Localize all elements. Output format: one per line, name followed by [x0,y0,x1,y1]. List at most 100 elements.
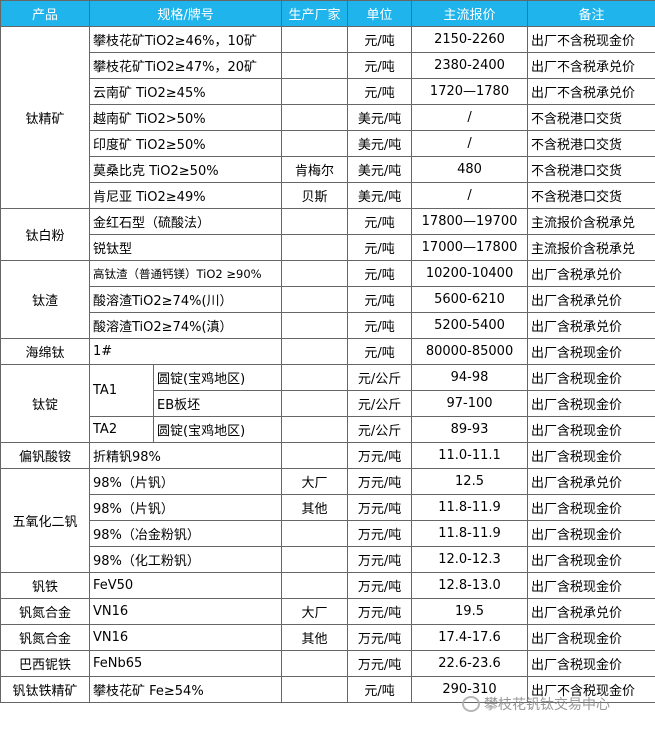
unit-cell: 元/吨 [347,312,413,339]
table-row: 巴西铌铁 FeNb65 万元/吨 22.6-23.6 出厂含税现金价 [0,650,655,677]
spec-cell: 金红石型（硫酸法） [88,208,283,235]
product-cell: 钛渣 [0,260,90,339]
maker-cell [281,676,349,703]
maker-cell: 贝斯 [281,182,349,209]
maker-cell [281,260,349,287]
note-cell: 出厂含税承兑价 [527,598,655,625]
spec-cell: 98%（片钒） [88,494,283,521]
note-cell: 主流报价含税承兑 [527,234,655,261]
product-cell: 钒铁 [0,572,90,599]
unit-cell: 元/吨 [347,286,413,313]
note-cell: 出厂不含税现金价 [527,676,655,703]
product-cell: 钛精矿 [0,26,90,209]
table-row: 98%（化工粉钒） 万元/吨 12.0-12.3 出厂含税现金价 [1,546,655,573]
price-cell: 94-98 [411,364,529,391]
spec-cell: 酸溶渣TiO2≥74%(滇） [88,312,283,339]
maker-cell [281,104,349,131]
spec-cell: 印度矿 TiO2≥50% [88,130,283,157]
maker-cell: 大厂 [281,598,349,625]
maker-cell [281,650,349,677]
maker-cell [281,442,349,469]
unit-cell: 元/吨 [347,26,413,53]
header-cell: 生产厂家 [281,0,349,27]
note-cell: 不含税港口交货 [527,182,655,209]
note-cell: 出厂含税承兑价 [527,312,655,339]
note-cell: 出厂含税现金价 [527,390,655,417]
table-row: 钛渣 高钛渣（普通钙镁）TiO2 ≥90% 元/吨 10200-10400 出厂含税承兑… [0,260,655,339]
table-row: 海绵钛 1# 元/吨 80000-85000 出厂含税现金价 [0,338,655,365]
unit-cell: 美元/吨 [347,156,413,183]
unit-cell: 元/吨 [347,78,413,105]
spec-cell: 折精钒98% [88,442,283,469]
table-row: 肯尼亚 TiO2≥49% 贝斯 美元/吨 / 不含税港口交货 [1,182,655,209]
note-cell: 出厂不含税承兑价 [527,52,655,79]
maker-cell [281,520,349,547]
header-cell: 单位 [347,0,413,27]
price-cell: / [411,104,529,131]
unit-cell: 元/吨 [347,208,413,235]
product-cell: 钛白粉 [0,208,90,261]
header-cell: 规格/牌号 [88,0,283,27]
unit-cell: 万元/吨 [347,468,413,495]
price-cell: / [411,182,529,209]
note-cell: 出厂不含税现金价 [527,26,655,53]
header-cell: 产品 [0,0,90,27]
price-cell: 11.8-11.9 [411,494,529,521]
product-cell: 钒氮合金 [0,598,90,625]
price-table: 产品 规格/牌号 生产厂家 单位 主流报价 备注 钛精矿 攀枝花矿TiO2≥46%，10矿元… [0,0,655,703]
price-cell: 12.8-13.0 [411,572,529,599]
price-cell: 89-93 [411,416,529,443]
spec-cell: 锐钛型 [88,234,283,261]
price-cell: 11.8-11.9 [411,520,529,547]
note-cell: 出厂含税现金价 [527,364,655,391]
product-cell: 巴西铌铁 [0,650,90,677]
maker-cell [281,234,349,261]
price-cell: 11.0-11.1 [411,442,529,469]
table-row: 98%（冶金粉钒） 万元/吨 11.8-11.9 出厂含税现金价 [1,520,655,547]
watermark: 攀枝花钒钛交易中心 [462,694,610,714]
spec-cell: 莫桑比克 TiO2≥50% [88,156,283,183]
unit-cell: 万元/吨 [347,494,413,521]
price-cell: 5200-5400 [411,312,529,339]
maker-cell [281,416,349,443]
spec-cell: 98%（片钒） [88,468,283,495]
unit-cell: 元/吨 [347,338,413,365]
maker-cell [281,338,349,365]
price-cell: 2380-2400 [411,52,529,79]
unit-cell: 万元/吨 [347,598,413,625]
table-row: 云南矿 TiO2≥45% 元/吨 1720—1780 出厂不含税承兑价 [1,78,655,105]
price-cell: 17000—17800 [411,234,529,261]
note-cell: 出厂含税承兑价 [527,468,655,495]
table-row: 钒氮合金 VN16 大厂 万元/吨 19.5 出厂含税承兑价 [0,598,655,625]
table-row: 酸溶渣TiO2≥74%(滇） 元/吨 5200-5400 出厂含税承兑价 [1,312,655,339]
product-cell: 海绵钛 [0,338,90,365]
spec-cell: FeV50 [88,572,283,599]
unit-cell: 万元/吨 [347,442,413,469]
maker-cell [281,364,349,391]
table-row: 锐钛型 元/吨 17000—17800 主流报价含税承兑 [1,234,655,261]
maker-cell [281,390,349,417]
spec-cell: 98%（化工粉钒） [88,546,283,573]
maker-cell [281,78,349,105]
form-cell: 圆锭(宝鸡地区) [152,364,283,391]
unit-cell: 元/吨 [347,676,413,703]
product-cell: 偏钒酸铵 [0,442,90,469]
note-cell: 不含税港口交货 [527,156,655,183]
note-cell: 出厂不含税承兑价 [527,78,655,105]
note-cell: 出厂含税现金价 [527,338,655,365]
unit-cell: 元/吨 [347,234,413,261]
maker-cell: 其他 [281,494,349,521]
price-cell: 17.4-17.6 [411,624,529,651]
table-row: 攀枝花矿TiO2≥47%，20矿 元/吨 2380-2400 出厂不含税承兑价 [1,52,655,79]
price-cell: 80000-85000 [411,338,529,365]
table-row: 98%（片钒） 其他 万元/吨 11.8-11.9 出厂含税现金价 [1,494,655,521]
header-cell: 备注 [527,0,655,27]
unit-cell: 万元/吨 [347,572,413,599]
unit-cell: 元/公斤 [347,364,413,391]
spec-cell: 肯尼亚 TiO2≥49% [88,182,283,209]
note-cell: 出厂含税现金价 [527,546,655,573]
unit-cell: 美元/吨 [347,104,413,131]
spec-cell: 高钛渣（普通钙镁）TiO2 ≥90% [88,260,283,287]
table-row: TA2 圆锭(宝鸡地区) 元/公斤 89-93 出厂含税现金价 [1,416,655,443]
